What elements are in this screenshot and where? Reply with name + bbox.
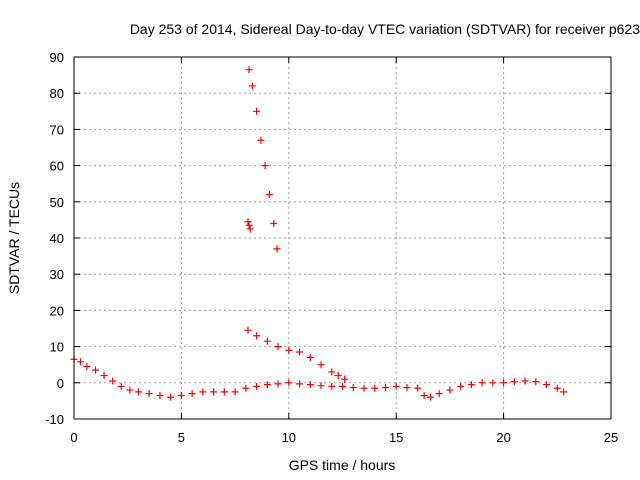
data-point xyxy=(91,366,99,374)
data-point xyxy=(328,368,336,376)
series-upper-band xyxy=(244,326,349,383)
data-point xyxy=(274,343,282,351)
data-point xyxy=(296,380,304,388)
y-tick-label: 20 xyxy=(50,303,64,318)
data-point xyxy=(265,191,273,199)
data-point xyxy=(349,384,357,392)
data-point xyxy=(317,361,325,369)
data-point xyxy=(392,382,400,390)
data-point xyxy=(285,346,293,354)
y-tick-label: 0 xyxy=(57,376,64,391)
data-point xyxy=(296,348,304,356)
data-point xyxy=(109,377,117,385)
data-point xyxy=(145,390,153,398)
data-point xyxy=(242,384,250,392)
data-point xyxy=(317,382,325,390)
y-tick-label: -10 xyxy=(45,412,64,427)
data-point xyxy=(478,379,486,387)
grid xyxy=(74,57,611,419)
y-axis-label: SDTVAR / TECUs xyxy=(6,182,22,294)
data-point xyxy=(76,358,84,366)
data-point xyxy=(83,363,91,371)
data-point xyxy=(188,390,196,398)
data-point xyxy=(257,136,265,144)
x-tick-label: 25 xyxy=(604,430,618,445)
data-point xyxy=(489,379,497,387)
data-point xyxy=(414,384,422,392)
data-point xyxy=(381,384,389,392)
y-tick-label: 80 xyxy=(50,86,64,101)
data-point xyxy=(403,384,411,392)
data-point xyxy=(306,381,314,389)
data-point xyxy=(177,391,185,399)
data-point xyxy=(156,391,164,399)
data-point xyxy=(532,378,540,386)
series-main-band xyxy=(70,355,568,401)
x-tick-label: 15 xyxy=(389,430,403,445)
data-point xyxy=(244,326,252,334)
data-point xyxy=(446,386,454,394)
data-point xyxy=(328,382,336,390)
data-point xyxy=(246,225,254,233)
data-point xyxy=(253,332,261,340)
data-point xyxy=(245,66,253,74)
y-tick-label: 10 xyxy=(50,340,64,355)
data-point xyxy=(245,221,253,229)
data-point xyxy=(371,384,379,392)
data-point xyxy=(253,382,261,390)
data-point xyxy=(220,388,228,396)
data-point xyxy=(231,388,239,396)
data-point xyxy=(270,220,278,228)
data-point xyxy=(553,384,561,392)
y-tick-label: 30 xyxy=(50,267,64,282)
x-tick-label: 20 xyxy=(496,430,510,445)
data-point xyxy=(500,379,508,387)
data-point xyxy=(263,337,271,345)
series-isolated-cluster xyxy=(244,218,254,233)
data-point xyxy=(253,107,261,115)
data-point xyxy=(510,378,518,386)
data-point xyxy=(521,377,529,385)
data-point xyxy=(334,372,342,380)
data-point xyxy=(467,381,475,389)
data-point xyxy=(306,353,314,361)
data-point xyxy=(100,372,108,380)
y-tick-label: 50 xyxy=(50,195,64,210)
data-point xyxy=(435,390,443,398)
data-point xyxy=(263,381,271,389)
data-point xyxy=(244,218,252,226)
data-point xyxy=(341,375,349,383)
data-point xyxy=(457,382,465,390)
data-point xyxy=(126,386,134,394)
y-tick-label: 60 xyxy=(50,159,64,174)
data-point xyxy=(248,82,256,90)
data-point xyxy=(117,382,125,390)
data-point xyxy=(167,393,175,401)
y-tick-label: 70 xyxy=(50,122,64,137)
data-point xyxy=(261,162,269,170)
data-point xyxy=(360,384,368,392)
series-steep-arc xyxy=(245,66,281,253)
x-tick-label: 0 xyxy=(70,430,77,445)
x-tick-label: 5 xyxy=(178,430,185,445)
data-point xyxy=(560,388,568,396)
data-point xyxy=(274,380,282,388)
y-tick-label: 40 xyxy=(50,231,64,246)
data-point xyxy=(427,393,435,401)
x-tick-label: 10 xyxy=(282,430,296,445)
chart-title: Day 253 of 2014, Sidereal Day-to-day VTE… xyxy=(130,21,640,37)
x-axis-label: GPS time / hours xyxy=(289,457,396,473)
data-point xyxy=(285,379,293,387)
data-point xyxy=(210,388,218,396)
data-point xyxy=(339,382,346,390)
axis-ticks: 0 5 10 15 20 25 -10 0 10 20 30 40 50 60 70 80 90 xyxy=(45,50,618,445)
data-points xyxy=(70,66,568,401)
data-point xyxy=(134,388,142,396)
data-point xyxy=(273,245,281,253)
data-point xyxy=(199,388,207,396)
data-point xyxy=(420,391,428,399)
y-tick-label: 90 xyxy=(50,50,64,65)
data-point xyxy=(543,381,551,389)
